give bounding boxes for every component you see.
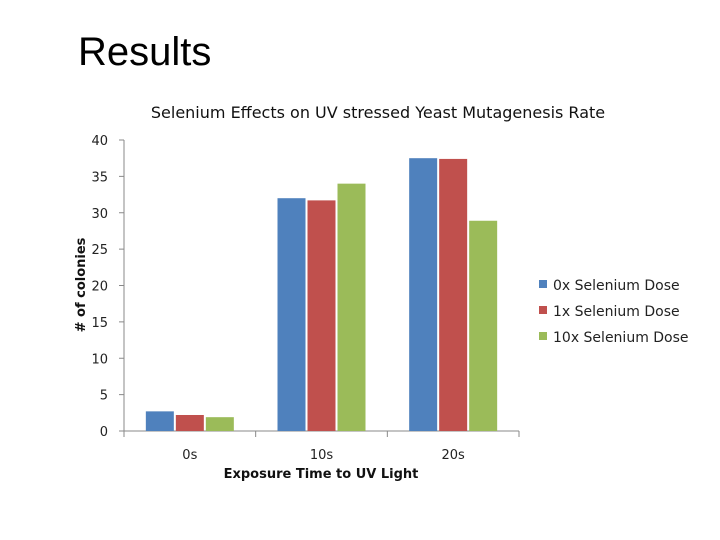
bar — [439, 158, 468, 432]
y-tick-labels: 0 5 10 15 20 25 30 35 40 — [91, 134, 108, 440]
y-axis-label: # of colonies — [74, 237, 89, 332]
legend: 0x Selenium Dose 1x Selenium Dose 10x Sele… — [539, 278, 689, 346]
y-tick-label: 35 — [91, 170, 108, 185]
bar — [277, 198, 306, 431]
legend-label: 0x Selenium Dose — [553, 278, 680, 294]
bar — [175, 414, 204, 431]
x-tick-label: 20s — [442, 448, 466, 463]
legend-label: 1x Selenium Dose — [553, 304, 680, 320]
slide-title: Results — [78, 30, 212, 74]
legend-swatch — [539, 306, 547, 314]
legend-swatch — [539, 332, 547, 340]
y-tick-label: 20 — [91, 280, 108, 295]
y-tick-label: 15 — [91, 316, 108, 331]
bars — [145, 158, 498, 432]
y-tick-label: 10 — [91, 352, 108, 367]
bar — [145, 411, 174, 431]
y-tick-label: 40 — [91, 134, 108, 149]
bar — [205, 417, 234, 431]
y-tick-label: 25 — [91, 243, 108, 258]
chart-title: Selenium Effects on UV stressed Yeast Mu… — [151, 103, 605, 122]
x-tick-label: 10s — [310, 448, 334, 463]
x-tick-labels: 0s 10s 20s — [182, 448, 465, 463]
y-tick-label: 0 — [100, 425, 108, 440]
y-tick-label: 5 — [100, 389, 108, 404]
legend-swatch — [539, 280, 547, 288]
bar — [409, 158, 438, 431]
bar — [307, 200, 336, 431]
x-axis-label: Exposure Time to UV Light — [224, 467, 419, 482]
legend-label: 10x Selenium Dose — [553, 330, 689, 346]
bar — [469, 220, 498, 431]
bar — [337, 183, 366, 431]
y-tick-label: 30 — [91, 207, 108, 222]
x-tick-label: 0s — [182, 448, 197, 463]
